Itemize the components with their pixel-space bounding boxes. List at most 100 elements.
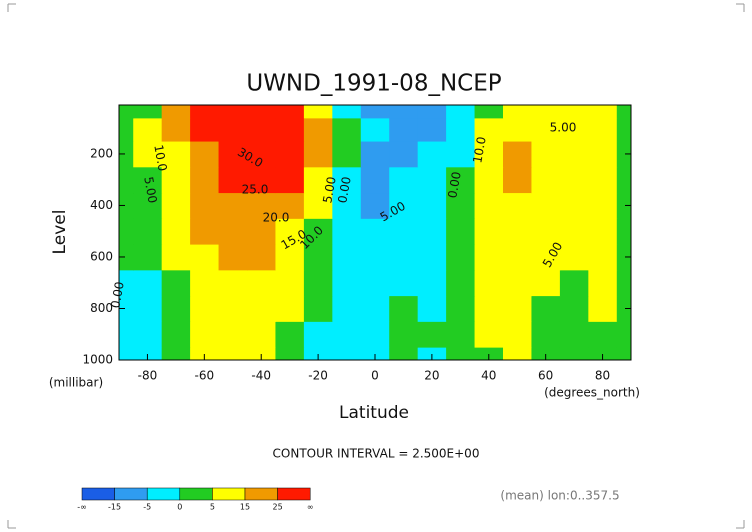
contour-cell: [588, 166, 618, 194]
contour-cell: [218, 218, 248, 245]
contour-cell: [275, 295, 305, 322]
contour-cell: [190, 269, 220, 297]
contour-cell: [588, 269, 618, 297]
contour-cell: [133, 347, 163, 361]
contour-cell: [119, 295, 134, 322]
contour-cell: [133, 105, 163, 119]
contour-cell: [360, 166, 390, 194]
contour-cell: [218, 105, 248, 119]
contour-cell: [588, 347, 618, 361]
contour-cell: [531, 218, 561, 245]
contour-cell: [161, 117, 191, 142]
contour-cell: [446, 117, 476, 142]
contour-cell: [446, 347, 476, 361]
contour-cell: [275, 218, 305, 245]
contour-cell: [133, 166, 163, 194]
contour-cell: [616, 117, 632, 142]
colorbar-label: 5: [210, 503, 215, 512]
contour-cell: [332, 192, 362, 219]
colorbar-label: 25: [273, 503, 283, 512]
contour-cell: [218, 166, 248, 194]
contour-cell: [190, 105, 220, 119]
contour-cell: [303, 244, 333, 271]
contour-cell: [616, 218, 632, 245]
contour-cell: [190, 218, 220, 245]
contour-cell: [190, 117, 220, 142]
x-tick-label: 60: [538, 369, 553, 383]
contour-cell: [446, 105, 476, 119]
contour-cell: [303, 347, 333, 361]
contour-label: 10.0: [151, 144, 169, 173]
contour-cell: [588, 105, 618, 119]
contour-cell: [133, 295, 163, 322]
contour-cell: [247, 141, 276, 168]
contour-cell: [559, 117, 589, 142]
contour-cell: [332, 166, 362, 194]
footnote: (mean) lon:0..357.5: [500, 489, 619, 503]
colorbar-label: 0: [177, 503, 182, 512]
colorbar-label: -15: [108, 503, 121, 512]
contour-cell: [275, 105, 305, 119]
contour-cell: [332, 117, 362, 142]
contour-cell: [360, 117, 390, 142]
contour-label: 25.0: [242, 183, 269, 197]
contour-cell: [503, 141, 532, 168]
contour-cell: [417, 295, 447, 322]
contour-cell: [474, 105, 504, 119]
contour-cell: [474, 269, 504, 297]
contour-cell: [119, 269, 134, 297]
contour-cell: [389, 269, 419, 297]
contour-cell: [503, 295, 532, 322]
y-tick-label: 600: [90, 249, 113, 263]
contour-cell: [119, 141, 134, 168]
contour-cell: [389, 117, 419, 142]
contour-cell: [303, 321, 333, 348]
contour-cell: [616, 269, 632, 297]
contour-cell: [588, 117, 618, 142]
contour-cell: [446, 192, 476, 219]
contour-label: 10.0: [470, 136, 488, 165]
corner-marks: [7, 3, 745, 529]
contour-cell: [616, 192, 632, 219]
contour-cell: [247, 166, 276, 194]
contour-cell: [275, 269, 305, 297]
contour-cell: [190, 141, 220, 168]
contour-cell: [474, 192, 504, 219]
contour-cell: [218, 117, 248, 142]
colorbar-swatch: [146, 487, 181, 501]
contour-label: 0.00: [108, 281, 126, 310]
contour-cell: [332, 218, 362, 245]
contour-cell: [303, 117, 333, 142]
contour-cell: [446, 141, 476, 168]
contour-cell: [417, 218, 447, 245]
contour-cell: [247, 295, 276, 322]
y-tick-label: 1000: [82, 353, 113, 367]
contour-cell: [446, 218, 476, 245]
colorbar-swatch: [81, 487, 115, 501]
contour-cell: [247, 192, 276, 219]
contour-cell: [161, 166, 191, 194]
contour-cell: [161, 244, 191, 271]
contour-cell: [247, 105, 276, 119]
contour-cell: [389, 166, 419, 194]
contour-cell: [360, 347, 390, 361]
contour-cell: [332, 105, 362, 119]
contour-cell: [133, 269, 163, 297]
contour-label: 20.0: [263, 211, 290, 225]
colorbar-swatch: [179, 487, 213, 501]
contour-cell: [275, 117, 305, 142]
contour-cell: [559, 192, 589, 219]
contour-cell: [503, 166, 532, 194]
contour-cell: [332, 295, 362, 322]
contour-cell: [417, 244, 447, 271]
contour-cell: [119, 244, 134, 271]
contour-cell: [161, 105, 191, 119]
contour-cell: [360, 321, 390, 348]
x-tick-label: 20: [424, 369, 439, 383]
contour-cell: [474, 244, 504, 271]
x-tick-label: -20: [308, 369, 328, 383]
contour-cell: [389, 141, 419, 168]
contour-cell: [389, 192, 419, 219]
contour-cell: [446, 269, 476, 297]
contour-cell: [360, 295, 390, 322]
